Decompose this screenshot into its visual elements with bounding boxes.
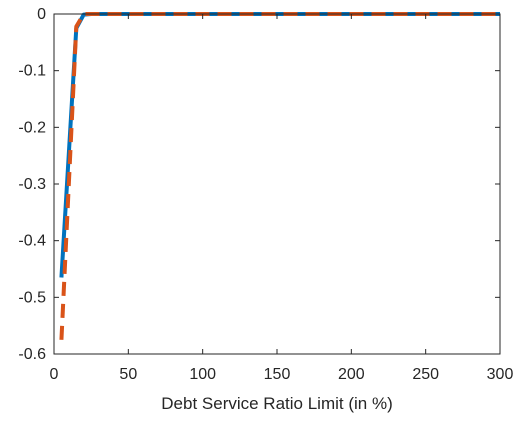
y-axis-ticks: 0 -0.1 -0.2 -0.3 -0.4 -0.5 -0.6 [18, 6, 500, 363]
x-axis-label: Debt Service Ratio Limit (in %) [161, 394, 392, 413]
x-tick-label: 0 [50, 366, 59, 383]
y-tick-label: -0.2 [18, 119, 46, 136]
x-tick-label: 250 [412, 366, 439, 383]
y-tick-label: 0 [37, 6, 46, 23]
x-tick-label: 50 [119, 366, 137, 383]
y-tick-label: -0.1 [18, 63, 46, 80]
x-tick-label: 100 [189, 366, 216, 383]
y-tick-label: -0.5 [18, 289, 46, 306]
plot-area: 0 50 100 150 200 250 300 0 -0.1 -0.2 -0.3 -0.4 -0.5… [18, 6, 513, 383]
y-tick-label: -0.4 [18, 233, 46, 250]
plot-background [54, 14, 500, 354]
x-tick-label: 300 [487, 366, 514, 383]
x-tick-label: 150 [264, 366, 291, 383]
x-axis-ticks: 0 50 100 150 200 250 300 [50, 14, 514, 383]
y-tick-label: -0.6 [18, 346, 46, 363]
y-tick-label: -0.3 [18, 176, 46, 193]
x-tick-label: 200 [338, 366, 365, 383]
